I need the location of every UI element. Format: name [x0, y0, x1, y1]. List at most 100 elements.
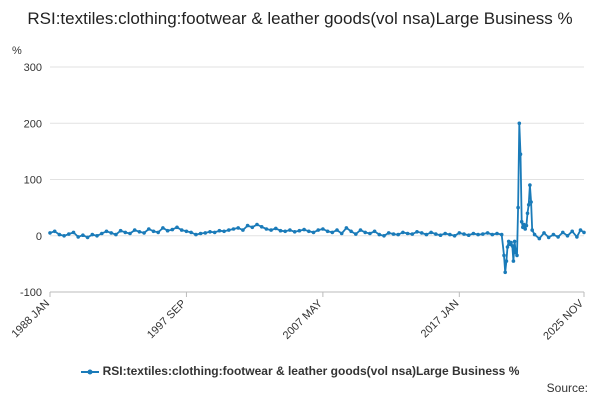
- data-point: [466, 233, 471, 237]
- data-point: [67, 232, 71, 236]
- data-point: [203, 231, 208, 235]
- data-point: [528, 183, 532, 187]
- data-point: [537, 236, 542, 241]
- data-point: [307, 229, 311, 234]
- data-point: [325, 229, 330, 234]
- data-point: [316, 228, 321, 232]
- legend-label: RSI:textiles:clothing:footwear & leather…: [102, 364, 520, 378]
- data-point: [530, 228, 534, 232]
- data-point: [505, 245, 510, 249]
- data-point: [104, 229, 109, 234]
- data-point: [344, 226, 349, 230]
- data-point: [288, 228, 292, 232]
- data-point: [519, 219, 524, 224]
- data-point: [561, 230, 565, 235]
- data-point: [377, 232, 382, 237]
- data-point: [499, 232, 504, 237]
- data-point: [241, 228, 245, 232]
- source-label: Source:: [546, 381, 588, 395]
- data-point: [405, 231, 410, 236]
- data-point: [151, 229, 156, 234]
- data-point: [462, 232, 466, 236]
- data-point: [292, 230, 297, 234]
- data-point: [523, 227, 527, 231]
- data-point: [424, 232, 429, 237]
- data-point: [516, 205, 520, 210]
- data-point: [283, 229, 288, 234]
- x-tick-label: 2007 MAY: [281, 297, 326, 342]
- data-point: [95, 234, 99, 238]
- y-tick-label: 300: [24, 62, 42, 74]
- data-point: [410, 232, 415, 236]
- data-point: [502, 253, 506, 258]
- data-point: [100, 231, 104, 236]
- data-point: [198, 231, 203, 236]
- legend[interactable]: RSI:textiles:clothing:footwear & leather…: [0, 364, 600, 378]
- data-point: [368, 231, 372, 236]
- data-point: [556, 235, 560, 239]
- data-point: [189, 230, 193, 235]
- x-tick-label: 2025 NOV: [541, 297, 586, 342]
- y-axis: % -100 0 100 200 300: [12, 45, 42, 299]
- data-point: [504, 259, 509, 263]
- data-point: [529, 200, 533, 204]
- data-point: [297, 228, 302, 233]
- data-point: [269, 228, 273, 232]
- data-point: [509, 240, 513, 245]
- data-point: [339, 231, 344, 236]
- data-point: [71, 230, 76, 235]
- y-tick-label: 100: [24, 175, 42, 187]
- data-point: [434, 232, 438, 236]
- data-point: [525, 211, 530, 216]
- data-point: [452, 234, 457, 238]
- data-point: [575, 235, 579, 239]
- data-point: [481, 232, 485, 236]
- data-point: [81, 233, 85, 237]
- data-point: [512, 239, 517, 244]
- data-point: [175, 225, 179, 230]
- data-series: [48, 121, 586, 275]
- data-point: [123, 230, 128, 235]
- data-point: [128, 231, 132, 236]
- data-point: [184, 229, 189, 234]
- data-point: [354, 232, 358, 236]
- data-point: [236, 226, 240, 230]
- data-point: [330, 230, 335, 235]
- data-point: [302, 227, 306, 232]
- data-point: [222, 229, 226, 234]
- data-point: [532, 232, 537, 237]
- x-axis: 1988 JAN 1997 SEP 2007 MAY 2017 JAN 2025 NOV: [9, 291, 587, 342]
- data-point: [415, 230, 419, 234]
- data-point: [349, 229, 353, 234]
- data-point: [137, 230, 142, 234]
- data-point: [57, 232, 62, 237]
- chart-title: RSI:textiles:clothing:footwear & leather…: [27, 9, 573, 28]
- data-point: [358, 228, 363, 232]
- data-point: [208, 230, 212, 234]
- data-point: [245, 223, 250, 228]
- y-tick-label: 0: [36, 231, 42, 243]
- data-point: [514, 250, 518, 255]
- data-point: [570, 229, 574, 234]
- data-point: [76, 235, 80, 239]
- data-point: [212, 230, 217, 235]
- data-point: [264, 227, 269, 231]
- x-tick-label: 2017 JAN: [419, 298, 462, 341]
- data-point: [142, 231, 146, 235]
- y-tick-label: 200: [24, 118, 42, 130]
- data-point: [510, 244, 515, 248]
- data-point: [490, 232, 495, 237]
- data-point: [231, 227, 236, 231]
- data-point: [429, 230, 433, 235]
- data-point: [448, 232, 452, 237]
- data-point: [471, 231, 476, 236]
- data-point: [476, 232, 480, 237]
- legend-swatch: [80, 369, 99, 375]
- y-tick-label: -100: [20, 287, 42, 299]
- data-point: [457, 231, 462, 235]
- data-point: [278, 228, 283, 233]
- data-point: [255, 222, 259, 227]
- data-point: [401, 230, 405, 235]
- data-point: [518, 152, 523, 156]
